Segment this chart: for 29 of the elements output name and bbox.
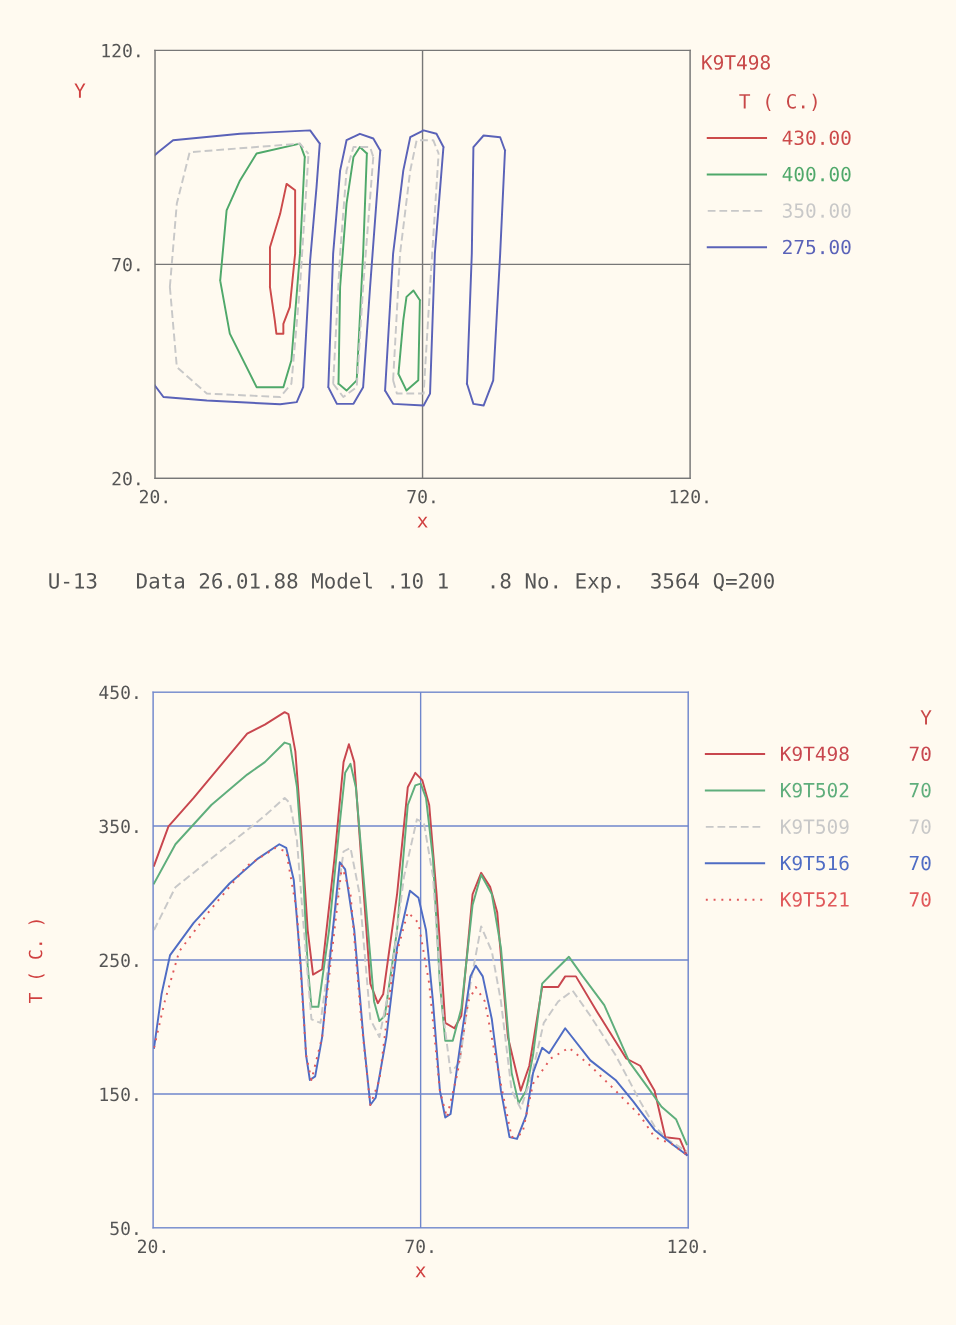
text: K9T498 bbox=[702, 55, 770, 70]
y-tick-label: 450. bbox=[99, 685, 138, 700]
legend-label: K9T516 70 bbox=[781, 855, 931, 871]
x-tick-label: 120. bbox=[668, 1239, 706, 1254]
x-tick-label: 120. bbox=[670, 489, 708, 504]
legend-label: 400.00 bbox=[782, 166, 851, 182]
y-tick-label: 350. bbox=[99, 819, 138, 834]
y-tick-label: 150. bbox=[100, 1087, 138, 1102]
y-tick-label: 50. bbox=[110, 1221, 138, 1236]
y-tick-label: 120. bbox=[102, 43, 140, 58]
legend-title: T ( C.) bbox=[739, 93, 817, 111]
y-tick-label: 20. bbox=[112, 471, 140, 486]
text: U-13 Data 26.01.88 Model .10 1 .8 No. Exp. 3564 Q=200 bbox=[49, 572, 774, 593]
legend-title: Y bbox=[920, 710, 932, 725]
y-axis-title: T ( C. ) bbox=[28, 920, 45, 1004]
x-tick-label: 70. bbox=[407, 489, 435, 504]
x-tick-label: 20. bbox=[138, 1239, 165, 1254]
y-tick-label: 250. bbox=[99, 953, 138, 968]
x-axis-title: x bbox=[417, 516, 428, 528]
x-axis-title: x bbox=[415, 1266, 426, 1278]
legend-label: K9T498 70 bbox=[781, 746, 931, 762]
y-tick-label: 70. bbox=[112, 257, 140, 272]
y-axis-title: Y bbox=[74, 83, 86, 98]
legend-label: K9T521 70 bbox=[781, 892, 931, 907]
legend-label: K9T502 70 bbox=[781, 782, 931, 798]
legend-label: 430.00 bbox=[782, 130, 851, 146]
x-tick-label: 20. bbox=[139, 489, 167, 504]
x-tick-label: 70. bbox=[405, 1239, 433, 1254]
legend-label: 275.00 bbox=[783, 239, 851, 255]
